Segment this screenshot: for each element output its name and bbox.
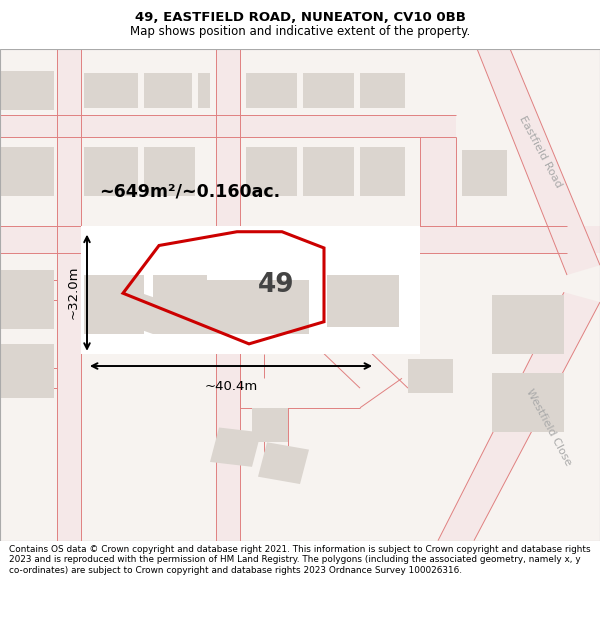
Polygon shape [216, 49, 240, 541]
Bar [303, 147, 354, 196]
Bar [204, 280, 309, 334]
Text: ~32.0m: ~32.0m [67, 266, 80, 319]
Polygon shape [0, 226, 600, 253]
Bar [408, 359, 453, 393]
Bar [0, 270, 54, 329]
Polygon shape [111, 290, 174, 334]
Polygon shape [258, 442, 309, 484]
Text: 49: 49 [257, 272, 295, 298]
Text: Contains OS data © Crown copyright and database right 2021. This information is : Contains OS data © Crown copyright and d… [9, 545, 590, 574]
Polygon shape [240, 253, 420, 354]
Bar [246, 147, 297, 196]
Bar [492, 373, 564, 432]
Bar [144, 73, 192, 107]
Bar [84, 73, 138, 107]
Bar [462, 149, 507, 196]
Bar [360, 147, 405, 196]
Bar [303, 73, 354, 107]
Bar [0, 71, 54, 110]
Bar [153, 275, 207, 334]
Bar [0, 147, 54, 196]
Text: 49, EASTFIELD ROAD, NUNEATON, CV10 0BB: 49, EASTFIELD ROAD, NUNEATON, CV10 0BB [134, 11, 466, 24]
Text: Eastfield Road: Eastfield Road [517, 114, 563, 189]
Polygon shape [57, 49, 81, 541]
Polygon shape [252, 408, 288, 442]
Bar [492, 294, 564, 354]
Bar [84, 147, 138, 196]
Bar [360, 73, 405, 107]
Polygon shape [477, 49, 600, 275]
Text: ~40.4m: ~40.4m [205, 380, 257, 392]
Text: Map shows position and indicative extent of the property.: Map shows position and indicative extent… [130, 25, 470, 38]
Polygon shape [81, 226, 420, 354]
Bar [144, 147, 195, 196]
Text: Westfield Close: Westfield Close [524, 388, 574, 468]
Polygon shape [0, 115, 456, 138]
Polygon shape [420, 138, 456, 226]
Bar [84, 275, 144, 334]
Bar [198, 73, 210, 107]
Polygon shape [210, 428, 261, 467]
Bar [0, 344, 54, 398]
Bar [246, 73, 297, 107]
Polygon shape [438, 292, 600, 541]
Bar [327, 275, 399, 327]
Text: ~649m²/~0.160ac.: ~649m²/~0.160ac. [99, 182, 280, 201]
